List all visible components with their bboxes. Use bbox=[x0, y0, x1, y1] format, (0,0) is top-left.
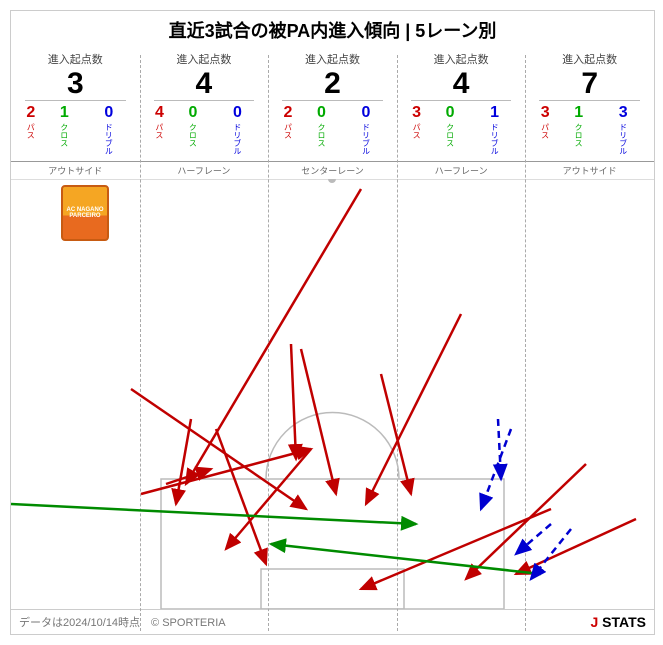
cross-label: クロス bbox=[445, 123, 456, 147]
lane-labels: アウトサイドハーフレーンセンターレーンハーフレーンアウトサイド bbox=[11, 162, 654, 179]
cross-label: クロス bbox=[187, 123, 198, 147]
stat-total: 4 bbox=[154, 67, 255, 101]
footer-text: データは2024/10/14時点 © SPORTERIA bbox=[19, 614, 226, 630]
breakdown: 2 パス 1 クロス 0 ドリブル bbox=[11, 105, 140, 155]
cross-label: クロス bbox=[59, 123, 70, 147]
cross-count: 0 bbox=[317, 105, 326, 121]
dribble-label: ドリブル bbox=[103, 123, 114, 155]
pass-label: パス bbox=[154, 123, 165, 139]
lane-label: アウトサイド bbox=[11, 162, 140, 179]
dribble-count: 3 bbox=[619, 105, 628, 121]
pass-label: パス bbox=[411, 123, 422, 139]
pitch-area: AC NAGANO PARCEIRO bbox=[11, 179, 654, 609]
stat-total: 7 bbox=[539, 67, 640, 101]
pitch-svg bbox=[11, 179, 654, 609]
stat-header: 進入起点数 bbox=[11, 51, 140, 67]
pass-count: 2 bbox=[26, 105, 35, 121]
stat-cell: 進入起点数4 3 パス 0 クロス 1 ドリブル bbox=[397, 47, 526, 161]
chart-title: 直近3試合の被PA内進入傾向 | 5レーン別 bbox=[11, 11, 654, 47]
stat-total: 2 bbox=[282, 67, 383, 101]
stat-total: 4 bbox=[411, 67, 512, 101]
cross-label: クロス bbox=[316, 123, 327, 147]
dribble-count: 0 bbox=[362, 105, 371, 121]
cross-label: クロス bbox=[573, 123, 584, 147]
dribble-label: ドリブル bbox=[360, 123, 371, 155]
stat-header: 進入起点数 bbox=[268, 51, 397, 67]
chart-container: 直近3試合の被PA内進入傾向 | 5レーン別 進入起点数32パス1クロス0ドリブ… bbox=[10, 10, 655, 635]
cross-count: 1 bbox=[60, 105, 69, 121]
stat-header: 進入起点数 bbox=[140, 51, 269, 67]
team-badge: AC NAGANO PARCEIRO bbox=[61, 185, 109, 241]
stat-cell: 進入起点数22パス0クロス0ドリブル bbox=[268, 47, 397, 161]
dribble-label: ドリブル bbox=[232, 123, 243, 155]
lane-label: ハーフレーン bbox=[397, 162, 526, 179]
stat-header: 進入起点数 bbox=[525, 51, 654, 67]
lane-label: アウトサイド bbox=[525, 162, 654, 179]
breakdown: 2 パス 0 クロス 0 ドリブル bbox=[268, 105, 397, 155]
lane-label: ハーフレーン bbox=[140, 162, 269, 179]
breakdown: 3 パス 1 クロス 3 ドリブル bbox=[525, 105, 654, 155]
breakdown: 3 パス 0 クロス 1 ドリブル bbox=[397, 105, 526, 155]
pass-count: 3 bbox=[541, 105, 550, 121]
pass-label: パス bbox=[25, 123, 36, 139]
dribble-count: 0 bbox=[104, 105, 113, 121]
pass-label: パス bbox=[282, 123, 293, 139]
stats-row: 進入起点数32パス1クロス0ドリブル進入起点数44パス0クロス0ドリブル進入起点… bbox=[11, 47, 654, 162]
dribble-count: 1 bbox=[490, 105, 499, 121]
pass-label: パス bbox=[540, 123, 551, 139]
dribble-label: ドリブル bbox=[618, 123, 629, 155]
dribble-label: ドリブル bbox=[489, 123, 500, 155]
pass-count: 4 bbox=[155, 105, 164, 121]
logo: J STATS bbox=[591, 614, 647, 630]
dribble-count: 0 bbox=[233, 105, 242, 121]
pass-count: 2 bbox=[284, 105, 293, 121]
pass-count: 3 bbox=[412, 105, 421, 121]
cross-count: 1 bbox=[574, 105, 583, 121]
stat-header: 進入起点数 bbox=[397, 51, 526, 67]
stat-cell: 進入起点数3 2 パス 1 クロス 0 ドリブル bbox=[11, 47, 140, 161]
stat-cell: 進入起点数7 3 パス 1 クロス 3 ドリブル bbox=[525, 47, 654, 161]
badge-bottom: PARCEIRO bbox=[69, 213, 100, 219]
stat-total: 3 bbox=[25, 67, 126, 101]
footer: データは2024/10/14時点 © SPORTERIA J STATS bbox=[11, 609, 654, 634]
breakdown: 4 パス 0 クロス 0 ドリブル bbox=[140, 105, 269, 155]
cross-count: 0 bbox=[188, 105, 197, 121]
stat-cell: 進入起点数44パス0クロス0ドリブル bbox=[140, 47, 269, 161]
cross-count: 0 bbox=[446, 105, 455, 121]
lane-label: センターレーン bbox=[268, 162, 397, 179]
